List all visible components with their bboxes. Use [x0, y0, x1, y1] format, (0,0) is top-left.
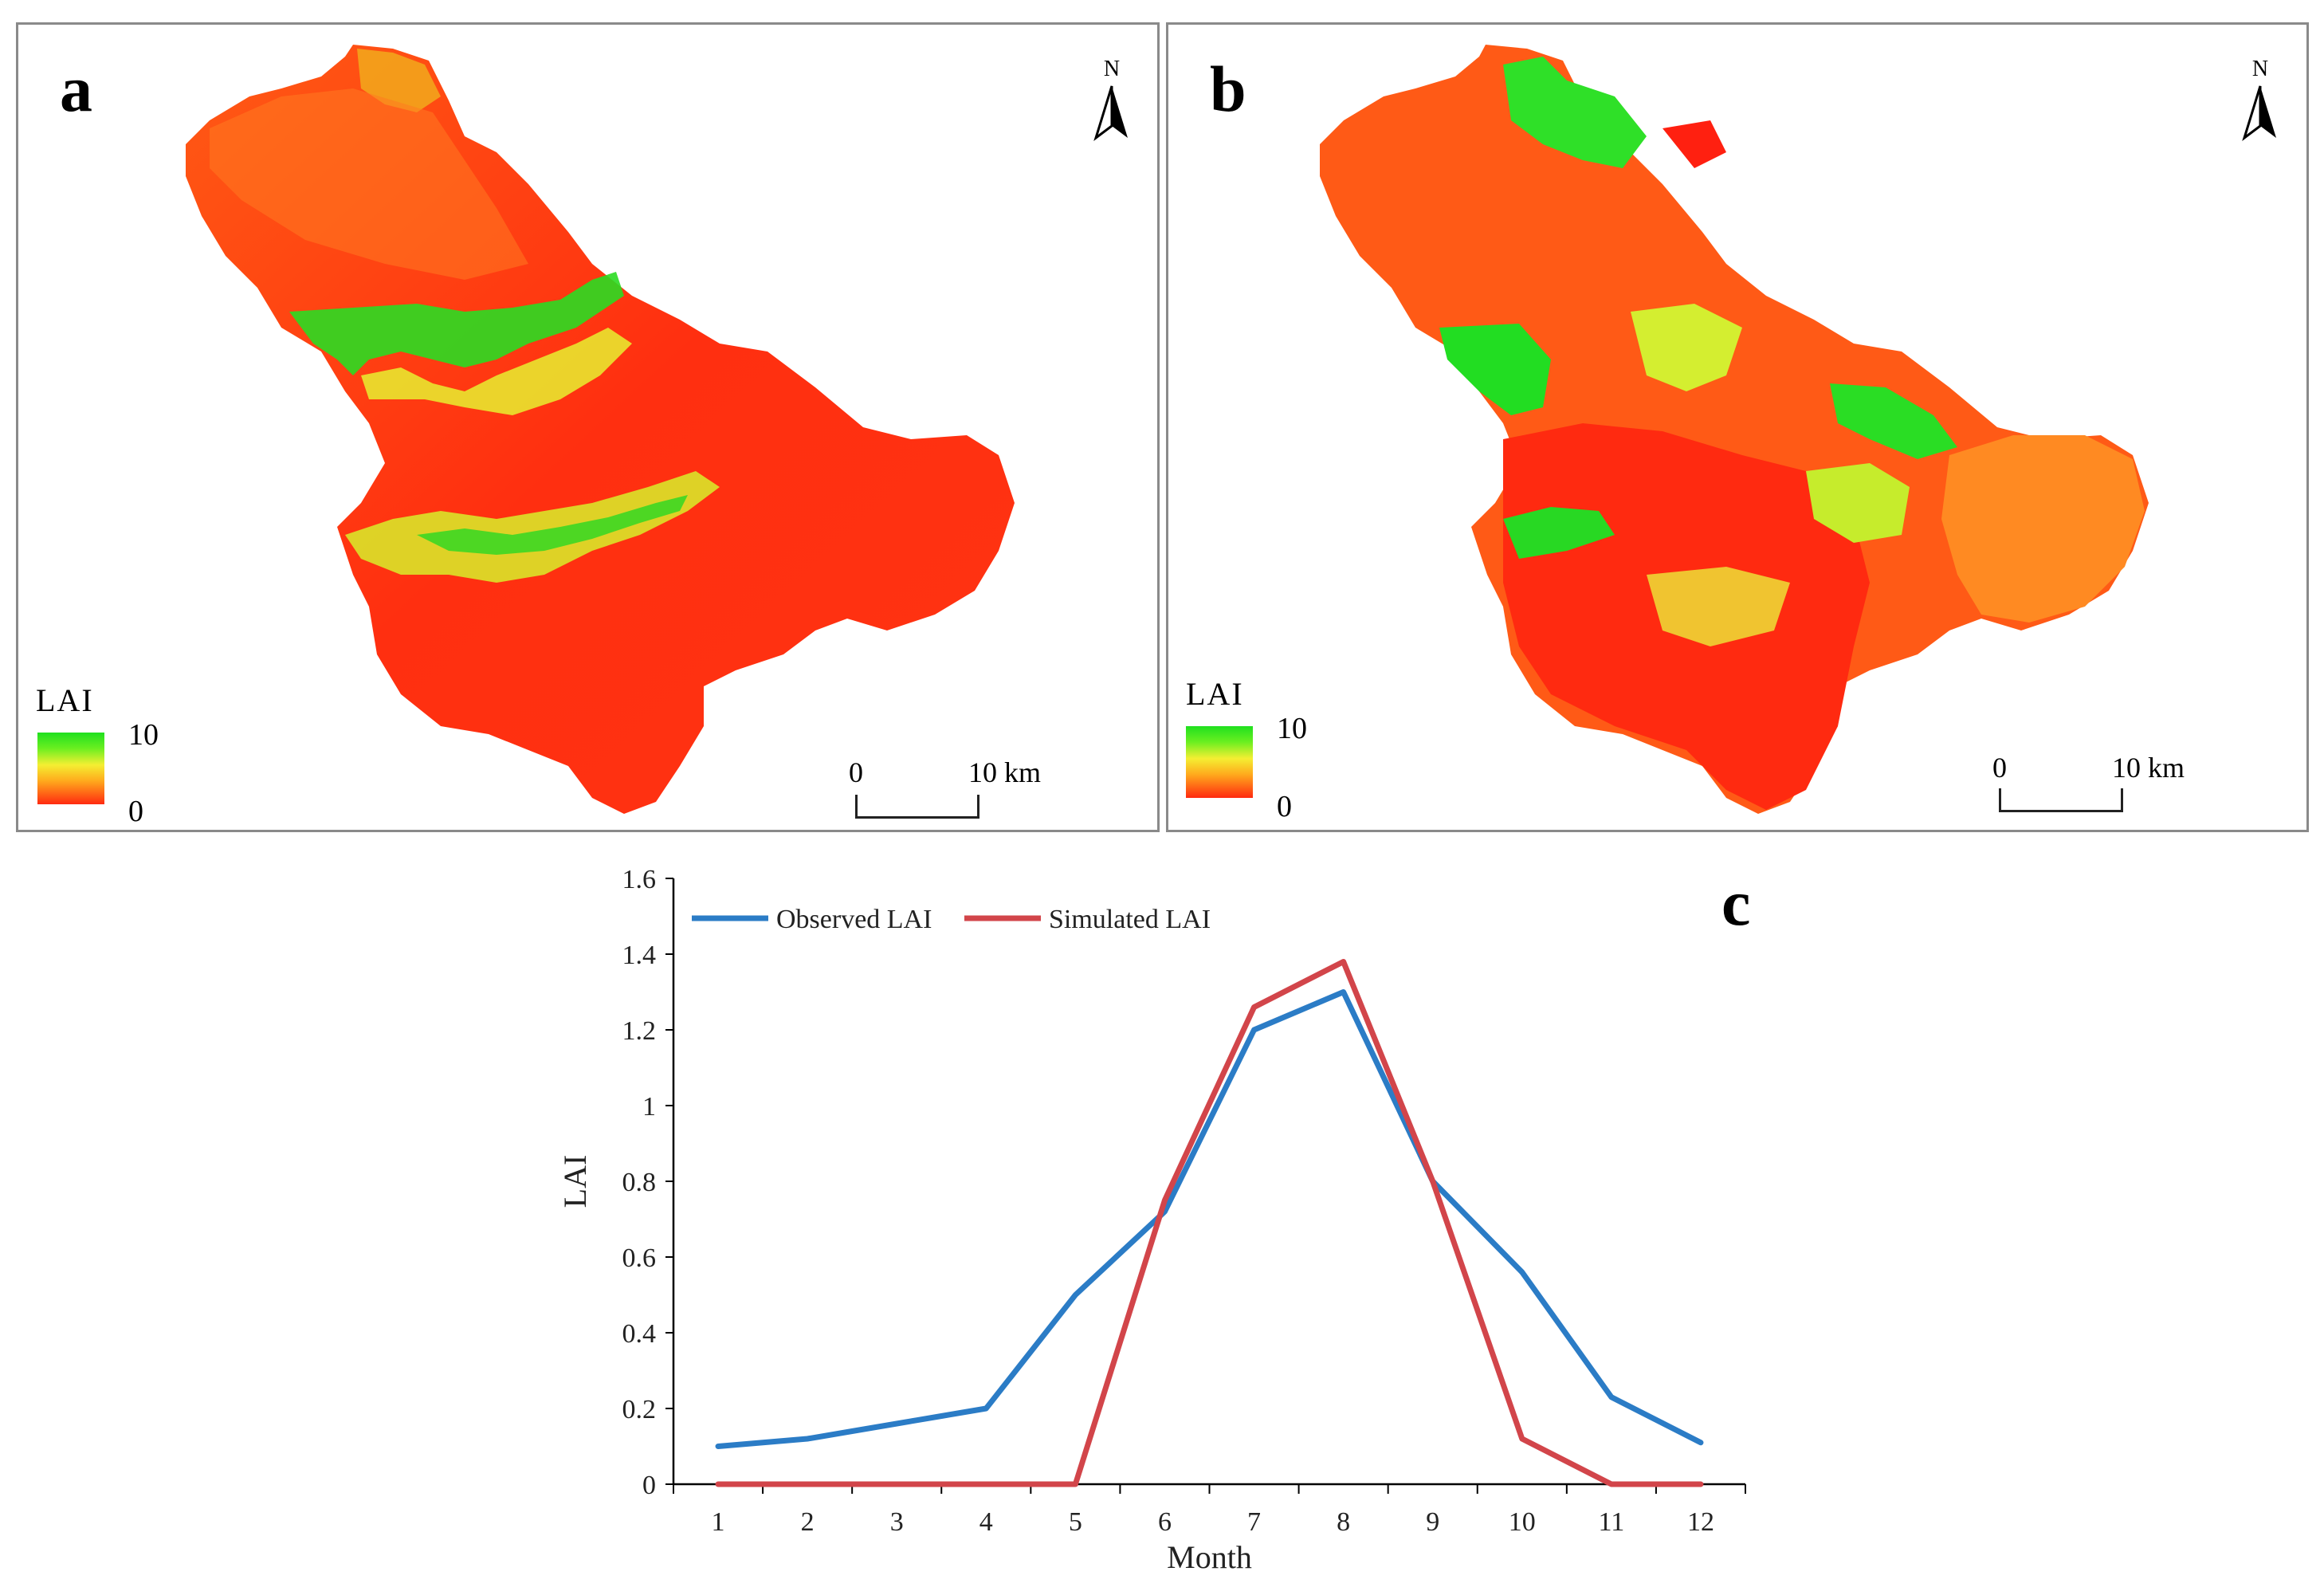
scale-bar — [1999, 788, 2123, 812]
legend-max: 10 — [1277, 712, 1307, 745]
y-tick-label: 0.6 — [622, 1243, 657, 1273]
vegetation-band-upper-yellow — [361, 328, 632, 415]
north-arrow-icon: N — [1088, 58, 1136, 146]
vegetation-band-upper — [289, 272, 624, 375]
lai-line-chart: 0 0.2 0.4 0.6 0.8 1 1.2 1.4 1.6 1 2 3 4 5 6 7 8 9 10 11 12 Mo… — [550, 845, 1793, 1590]
orange-zone-east — [1941, 435, 2145, 623]
north-label: N — [2251, 57, 2269, 81]
legend-min: 0 — [1277, 790, 1292, 823]
x-tick-label: 11 — [1599, 1507, 1625, 1537]
scale-bar — [855, 795, 979, 819]
scale-start: 0 — [849, 756, 863, 788]
x-tick-label: 3 — [890, 1507, 904, 1537]
red-patch-north — [1663, 120, 1726, 168]
legend-color-ramp — [1186, 726, 1253, 798]
simulated-lai-line — [715, 959, 1704, 1487]
x-tick-label: 4 — [979, 1507, 993, 1537]
x-tick-label: 5 — [1069, 1507, 1082, 1537]
yellow-patch-south — [1647, 567, 1790, 646]
legend-label-simulated: Simulated LAI — [1049, 905, 1211, 934]
lai-map-observed — [186, 45, 1015, 814]
x-tick-label: 6 — [1158, 1507, 1172, 1537]
x-tick-label: 12 — [1687, 1507, 1714, 1537]
x-tick-label: 7 — [1247, 1507, 1261, 1537]
green-patch-east — [1830, 383, 1957, 459]
green-strip-southwest — [1503, 507, 1615, 559]
north-arrow-shape — [2242, 85, 2276, 141]
legend-min: 0 — [128, 795, 143, 828]
scale-start: 0 — [1992, 752, 2007, 784]
x-tick-label: 2 — [801, 1507, 815, 1537]
vegetation-band-lower-green — [417, 495, 688, 555]
map-panel-b: b N LAI 10 0 0 10 km — [1166, 22, 2309, 832]
legend-max: 10 — [128, 718, 159, 752]
y-axis-title: LAI — [557, 1155, 593, 1208]
x-tick-label: 1 — [712, 1507, 725, 1537]
yellow-patch-southcenter — [1806, 463, 1910, 543]
x-tick-label: 8 — [1337, 1507, 1350, 1537]
legend-label-observed: Observed LAI — [776, 905, 932, 934]
legend-title: LAI — [36, 682, 94, 718]
vegetation-light-area — [210, 88, 528, 280]
x-axis-title: Month — [1167, 1539, 1252, 1575]
scale-end: 10 km — [2112, 752, 2185, 784]
y-tick-label: 1.2 — [622, 1016, 657, 1046]
legend-color-ramp — [37, 733, 104, 804]
north-label: N — [1103, 57, 1121, 81]
green-patch-north — [1503, 57, 1647, 168]
map-panel-a: a N LAI 10 0 0 10 km — [16, 22, 1160, 832]
x-tick-label: 9 — [1426, 1507, 1439, 1537]
x-tick-label: 10 — [1509, 1507, 1536, 1537]
y-tick-label: 1 — [642, 1092, 656, 1122]
y-tick-label: 0 — [642, 1471, 656, 1500]
y-tick-label: 0.8 — [622, 1168, 657, 1197]
north-arrow-shape — [1093, 85, 1128, 141]
scale-end: 10 km — [968, 756, 1042, 788]
green-patch-west — [1439, 324, 1551, 415]
yellow-patch-center — [1631, 304, 1742, 391]
vegetation-band-lower — [345, 471, 720, 583]
y-tick-label: 0.2 — [622, 1395, 657, 1424]
north-arrow-icon: N — [2236, 58, 2284, 146]
lai-map-simulated — [1320, 45, 2149, 814]
y-tick-label: 0.4 — [622, 1319, 657, 1349]
panel-letter-c: c — [1721, 866, 1750, 939]
y-tick-label: 1.4 — [622, 941, 657, 970]
legend-title: LAI — [1186, 676, 1244, 712]
panel-letter-b: b — [1210, 53, 1246, 125]
y-tick-label: 1.6 — [622, 865, 657, 894]
observed-lai-line — [715, 989, 1704, 1449]
chart-svg: 00.20.40.60.811.21.41.61 2 3 4 5 6 7 8 9 10 11 12Mo… — [557, 865, 1750, 1575]
panel-letter-a: a — [60, 53, 92, 125]
